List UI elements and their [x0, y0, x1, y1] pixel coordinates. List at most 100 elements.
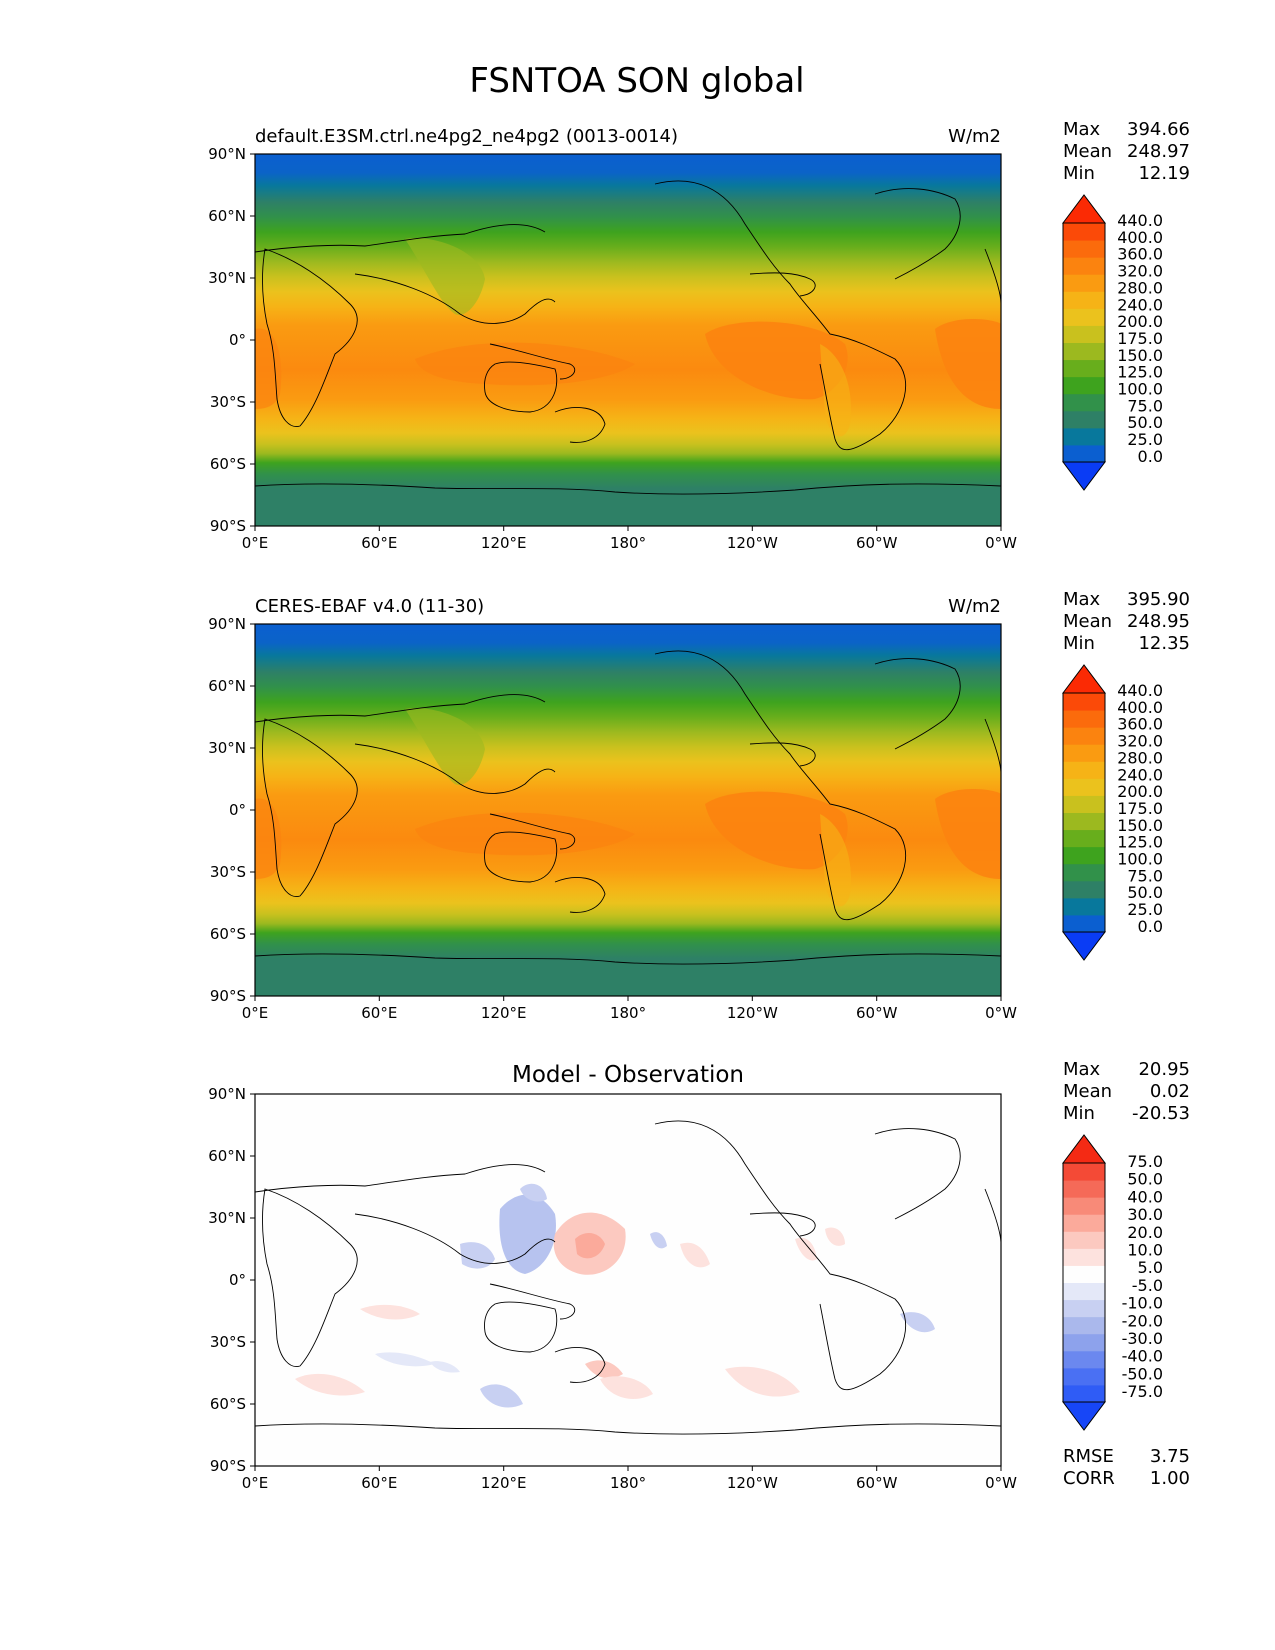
lat-tick: 60°S	[210, 1395, 246, 1413]
lon-tick: 60°W	[856, 1004, 898, 1022]
colorbar-segment	[1063, 291, 1105, 309]
colorbar-segment	[1063, 342, 1105, 361]
panel-center-title: Model - Observation	[512, 1062, 744, 1088]
colorbar-tick-label: 200.0	[1117, 782, 1163, 801]
lat-tick: 0°	[229, 801, 246, 819]
anomaly-negative	[499, 1194, 556, 1274]
lat-tick: 30°S	[210, 1333, 246, 1351]
stats-obs: Max 395.90 Mean 248.95 Min 12.35	[1063, 589, 1190, 654]
colorbar-segment	[1063, 376, 1105, 395]
anomaly-positive-strong	[575, 1232, 605, 1259]
lat-axis: 90°N 60°N 30°N 0° 30°S 60°S 90°S	[208, 1085, 255, 1475]
lon-tick: 60°W	[856, 1474, 898, 1492]
lon-tick: 120°W	[727, 1004, 778, 1022]
stat-label: Max	[1063, 1059, 1101, 1080]
colorbar-tick-label: 40.0	[1127, 1187, 1163, 1206]
lon-axis: 0°E 60°E 120°E 180° 120°W 60°W 0°W	[242, 996, 1017, 1022]
lon-tick: 180°	[610, 1474, 646, 1492]
stat-value: 12.19	[1138, 163, 1190, 184]
lon-tick: 0°W	[985, 1004, 1017, 1022]
colorbar-tick-label: 175.0	[1117, 799, 1163, 818]
colorbar-tick-label: -40.0	[1122, 1347, 1163, 1366]
colorbar-tick-label: 5.0	[1138, 1258, 1163, 1277]
colorbar-tick-label: 100.0	[1117, 850, 1163, 869]
colorbar-tick-label: 320.0	[1117, 262, 1163, 281]
colorbar-tick-label: -20.0	[1122, 1311, 1163, 1330]
colorbar-tick-label: 280.0	[1117, 278, 1163, 297]
colorbar-segment	[1063, 410, 1105, 429]
anomaly-negative	[430, 1361, 460, 1373]
colorbar-obs: 440.0400.0360.0320.0280.0240.0200.0175.0…	[1062, 664, 1163, 961]
colorbar-tick-label: 320.0	[1117, 732, 1163, 751]
anomaly-negative	[480, 1384, 523, 1408]
anomaly-negative	[460, 1242, 495, 1269]
lon-tick: 0°W	[985, 1474, 1017, 1492]
lat-tick: 30°S	[210, 863, 246, 881]
figure-title: FSNTOA SON global	[469, 61, 804, 101]
lon-tick: 120°E	[481, 1004, 527, 1022]
coastlines	[254, 650, 1002, 965]
lat-tick: 0°	[229, 331, 246, 349]
panel-left-title: CERES-EBAF v4.0 (11-30)	[255, 596, 484, 617]
lat-tick: 30°S	[210, 393, 246, 411]
colorbar-segment	[1063, 1282, 1105, 1301]
colorbar-segment	[1063, 1231, 1105, 1249]
colorbar-segment	[1063, 1367, 1105, 1386]
anomaly-positive	[725, 1366, 800, 1397]
lon-tick: 180°	[610, 1004, 646, 1022]
colorbar-tick-label: 50.0	[1127, 1170, 1163, 1189]
colorbar-segment	[1063, 223, 1105, 241]
colorbar-segment	[1063, 761, 1105, 779]
anomaly-positive	[360, 1304, 420, 1320]
lat-tick: 60°N	[208, 207, 246, 225]
colorbar-tick-label: -50.0	[1122, 1364, 1163, 1383]
colorbar-segment	[1063, 359, 1105, 378]
anomaly-negative	[375, 1352, 435, 1367]
lon-axis: 0°E 60°E 120°E 180° 120°W 60°W 0°W	[242, 1466, 1017, 1492]
colorbar-tick-label: -75.0	[1122, 1382, 1163, 1401]
anomaly-positive	[600, 1376, 653, 1399]
corr-value: 1.00	[1150, 1468, 1190, 1489]
lon-tick: 0°W	[985, 534, 1017, 552]
panel-units: W/m2	[948, 596, 1001, 617]
colorbar-tick-label: 175.0	[1117, 329, 1163, 348]
colorbar-tick-label: 50.0	[1127, 883, 1163, 902]
colorbar-tick-label: 125.0	[1117, 363, 1163, 382]
lon-tick: 120°E	[481, 534, 527, 552]
tropical-high-atlantic	[935, 319, 1001, 409]
lat-tick: 90°S	[210, 517, 246, 535]
lon-tick: 0°E	[242, 1474, 269, 1492]
stat-label: Max	[1063, 589, 1101, 610]
colorbar-frame	[1062, 222, 1106, 463]
colorbar-segment	[1063, 829, 1105, 848]
colorbar-segment	[1063, 274, 1105, 292]
tropical-high-africa-west	[255, 798, 282, 879]
lat-tick: 90°N	[208, 1085, 246, 1103]
colorbar-tick-label: 25.0	[1127, 900, 1163, 919]
anomaly-positive	[825, 1227, 845, 1246]
stat-label: Max	[1063, 119, 1101, 140]
colorbar-tick-label: 20.0	[1127, 1223, 1163, 1242]
colorbar-tick-label: 150.0	[1117, 816, 1163, 835]
colorbar-tick-label: 280.0	[1117, 748, 1163, 767]
colorbar-extend-max	[1062, 664, 1106, 694]
colorbar-tick-label: 360.0	[1117, 715, 1163, 734]
lat-tick: 60°N	[208, 1147, 246, 1165]
lat-tick: 30°N	[208, 739, 246, 757]
colorbar-extend-min	[1062, 1401, 1106, 1431]
colorbar-segment	[1063, 257, 1105, 275]
panel-model: default.E3SM.ctrl.ne4pg2_ne4pg2 (0013-00…	[208, 126, 1017, 552]
colorbar-tick-label: -30.0	[1122, 1329, 1163, 1348]
colorbar-segment	[1063, 778, 1105, 796]
stat-value: 0.02	[1150, 1081, 1190, 1102]
colorbar-tick-label: 400.0	[1117, 228, 1163, 247]
stat-value: 394.66	[1127, 119, 1190, 140]
lon-tick: 60°W	[856, 534, 898, 552]
colorbar-tick-label: 440.0	[1117, 681, 1163, 700]
colorbar-segment	[1063, 812, 1105, 831]
colorbar-tick-label: 25.0	[1127, 430, 1163, 449]
colorbar-extend-min	[1062, 461, 1106, 491]
map-field	[255, 624, 1001, 996]
lon-tick: 60°E	[361, 1474, 397, 1492]
colorbar-segment	[1063, 325, 1105, 343]
